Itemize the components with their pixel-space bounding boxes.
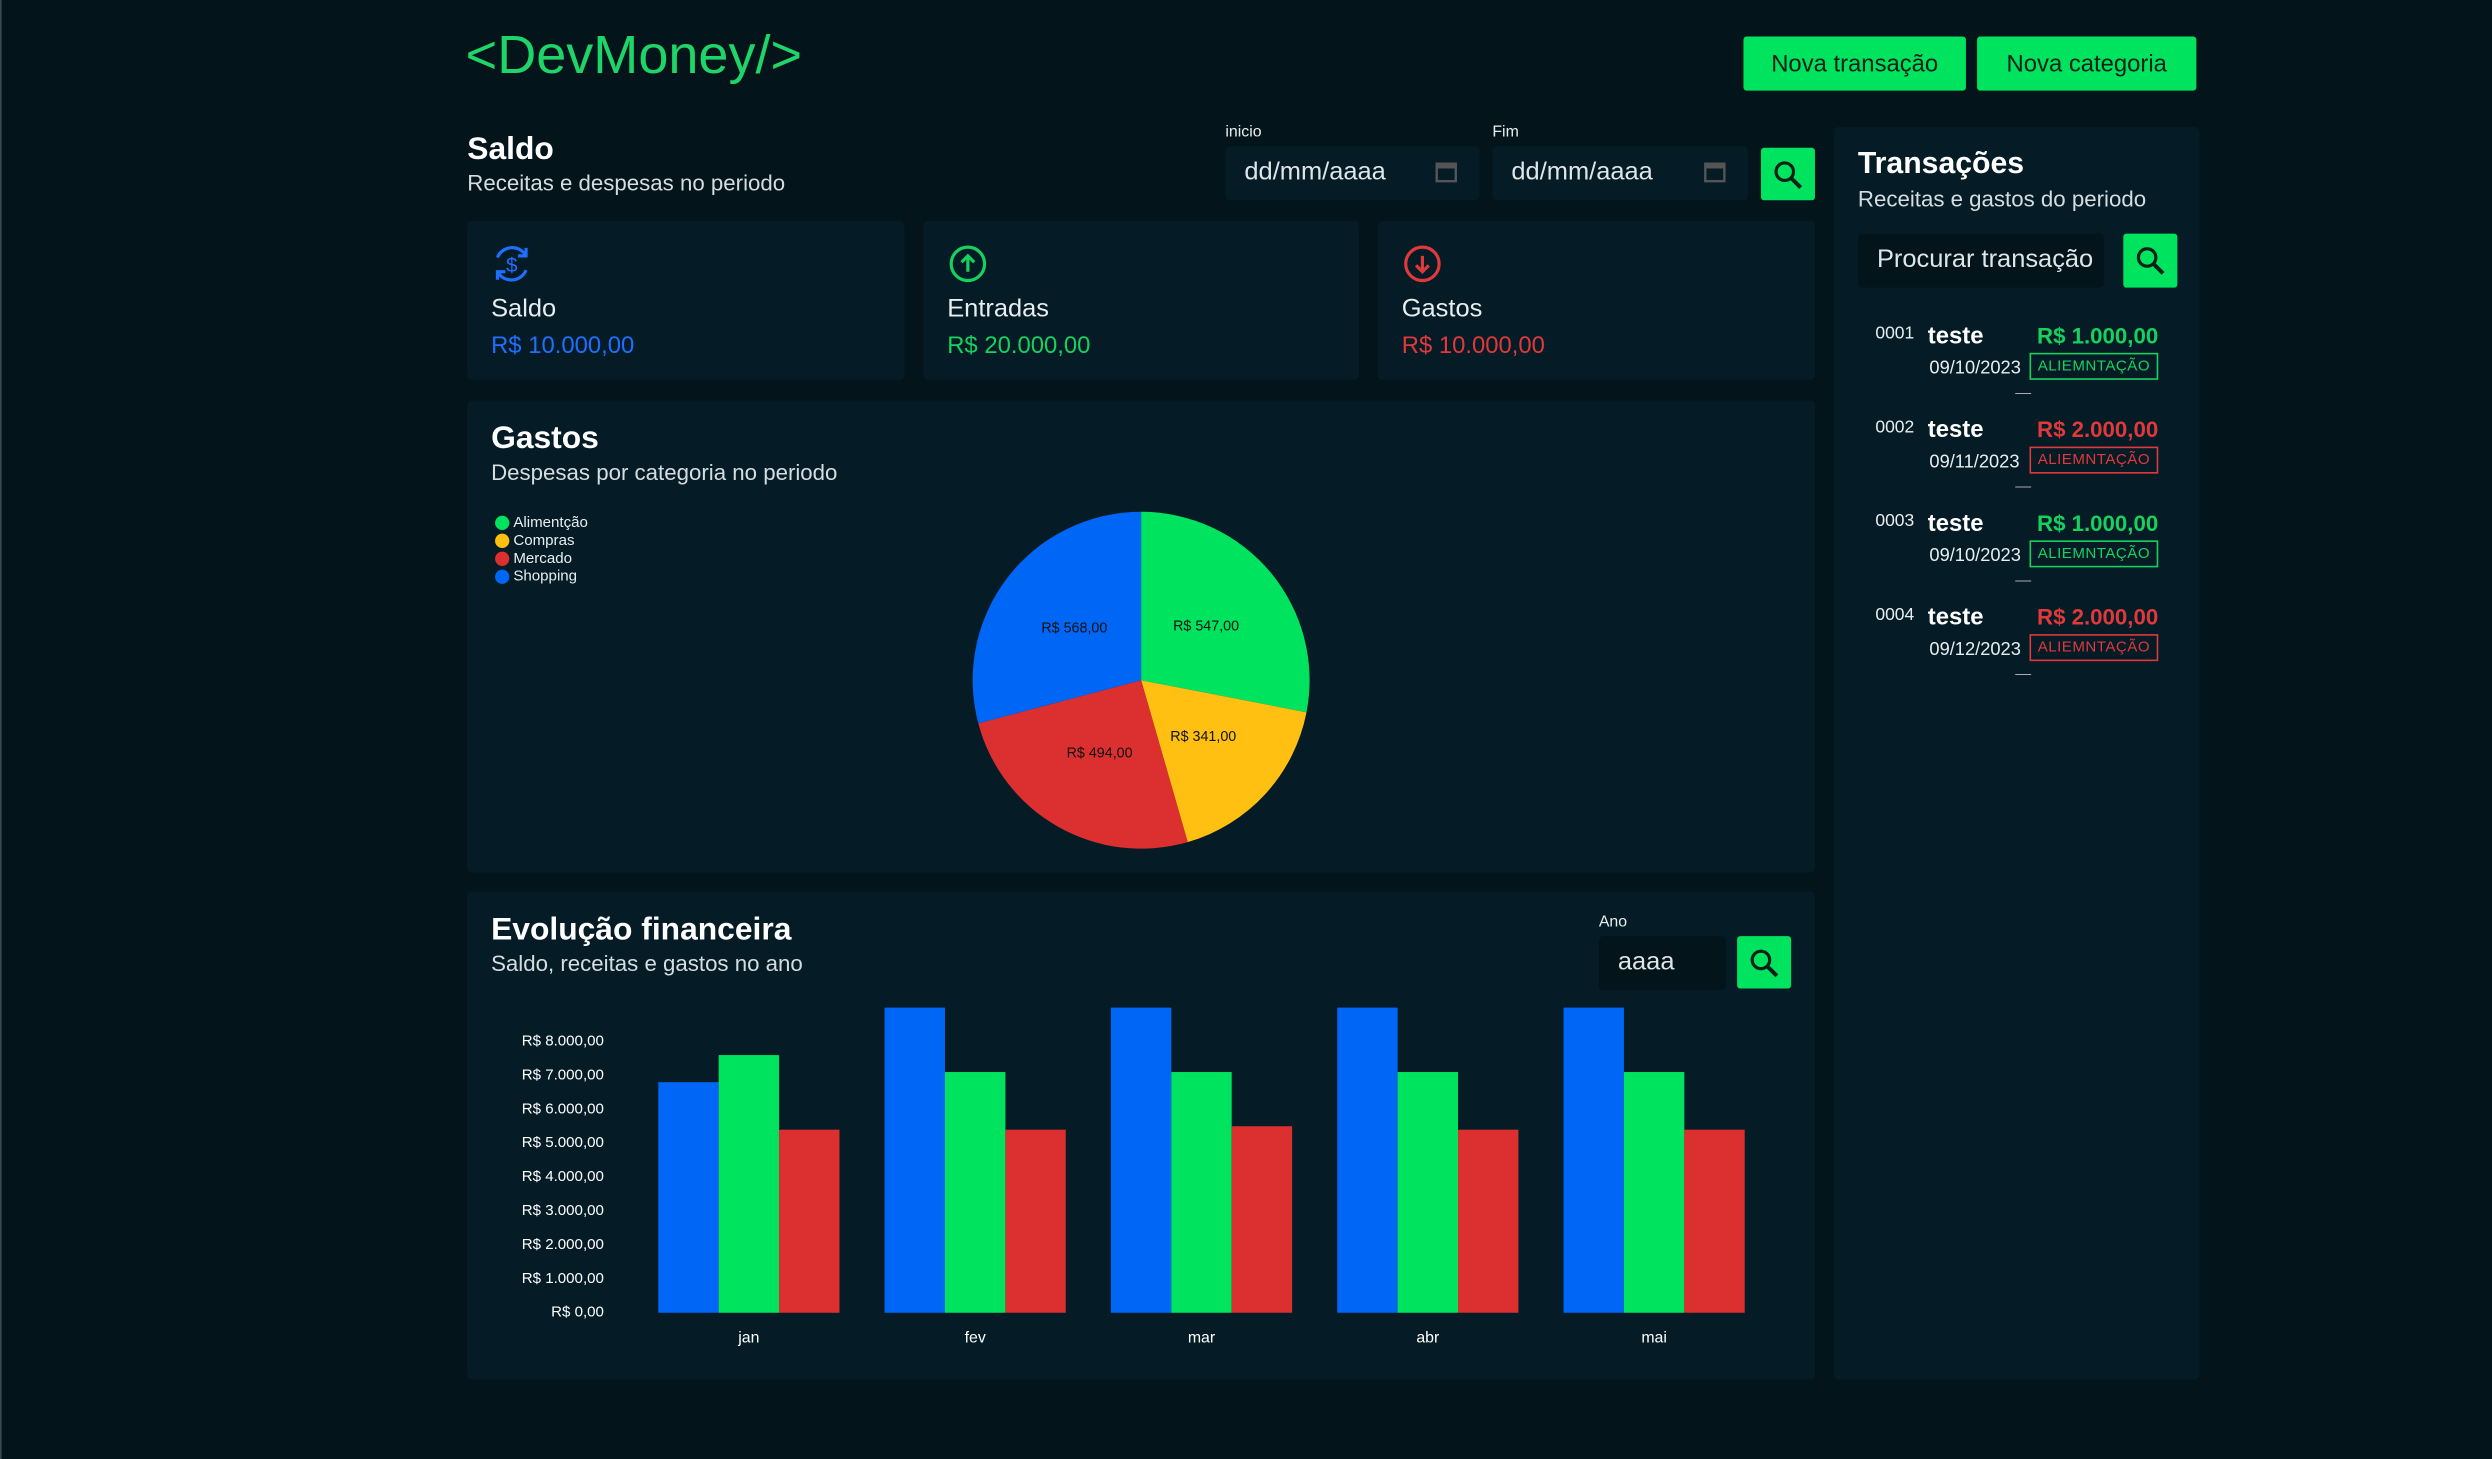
card-icon: [1404, 245, 1441, 283]
transaction-separator: —: [2015, 572, 2032, 590]
card-label: Gastos: [1401, 295, 1483, 323]
start-label: inicio: [1225, 123, 1262, 142]
card-label: Saldo: [491, 295, 557, 323]
gastos-subtitle: Despesas por categoria no periodo: [491, 459, 838, 485]
transaction-name: teste: [1927, 322, 1984, 350]
card-value: R$ 10.000,00: [491, 332, 635, 360]
card-value: R$ 20.000,00: [947, 332, 1091, 360]
search-button[interactable]: [1737, 936, 1792, 989]
transaction-separator: —: [2015, 478, 2032, 496]
placeholder: Procurar transação: [1876, 246, 2094, 274]
year-input[interactable]: aaaa: [1598, 936, 1726, 991]
saldo-subtitle: Receitas e despesas no periodo: [467, 170, 786, 196]
logo: <DevMoney/>: [465, 25, 803, 86]
svg-text:$: $: [506, 254, 518, 277]
search-icon: [2136, 247, 2165, 275]
transaction-id: 0002: [1875, 417, 1915, 438]
year-label: Ano: [1598, 913, 1628, 932]
evolucao-subtitle: Saldo, receitas e gastos no ano: [491, 950, 803, 976]
card-icon: $: [495, 246, 528, 282]
search-button[interactable]: [1760, 147, 1815, 201]
placeholder: dd/mm/aaaa: [1511, 158, 1653, 186]
transactions-panel: [1834, 127, 2200, 1380]
evolucao-title: Evolução financeira: [491, 912, 792, 948]
transaction-search-input[interactable]: Procurar transação: [1857, 233, 2105, 288]
calendar-icon: [1704, 162, 1726, 183]
transaction-name: teste: [1927, 416, 1984, 444]
transaction-name: teste: [1927, 603, 1984, 631]
search-button[interactable]: [2123, 233, 2178, 288]
transaction-category: ALIEMNTAÇÃO: [2029, 540, 2159, 568]
transaction-date: 09/12/2023: [1929, 640, 2021, 660]
transaction-date: 09/11/2023: [1929, 452, 2020, 473]
end-label: Fim: [1492, 123, 1519, 142]
transaction-amount: R$ 2.000,00: [2036, 416, 2159, 442]
transaction-category: ALIEMNTAÇÃO: [2029, 634, 2159, 662]
transaction-date: 09/10/2023: [1929, 359, 2021, 379]
transaction-name: teste: [1927, 510, 1984, 538]
saldo-title: Saldo: [467, 131, 554, 167]
card-label: Entradas: [947, 295, 1050, 323]
search-icon: [1750, 948, 1779, 977]
transaction-id: 0003: [1875, 511, 1915, 531]
transaction-amount: R$ 1.000,00: [2036, 510, 2159, 536]
transaction-amount: R$ 1.000,00: [2036, 322, 2159, 349]
transaction-category: ALIEMNTAÇÃO: [2029, 446, 2159, 474]
card: Gastos R$ 10.000,00: [1377, 220, 1815, 380]
transaction-category: ALIEMNTAÇÃO: [2029, 352, 2159, 380]
new-category-button[interactable]: Nova categoria: [1977, 36, 2197, 91]
transaction-id: 0004: [1875, 605, 1915, 625]
transaction-separator: —: [2015, 665, 2032, 684]
transaction-separator: —: [2015, 384, 2032, 403]
search-icon: [1774, 160, 1803, 189]
transactions-subtitle: Receitas e gastos do periodo: [1857, 185, 2147, 212]
transaction-id: 0001: [1875, 324, 1915, 344]
card: $ Saldo R$ 10.000,00: [467, 220, 905, 380]
card: Entradas R$ 20.000,00: [923, 220, 1359, 380]
transactions-title: Transações: [1857, 147, 2025, 182]
card-icon: [949, 245, 987, 283]
transaction-date: 09/10/2023: [1929, 546, 2021, 566]
transaction-amount: R$ 2.000,00: [2036, 603, 2159, 630]
new-transaction-button[interactable]: Nova transação: [1743, 36, 1966, 91]
card-value: R$ 10.000,00: [1401, 332, 1545, 360]
placeholder: aaaa: [1617, 948, 1675, 976]
calendar-icon: [1435, 162, 1457, 183]
placeholder: dd/mm/aaaa: [1244, 158, 1386, 186]
gastos-title: Gastos: [491, 421, 599, 457]
